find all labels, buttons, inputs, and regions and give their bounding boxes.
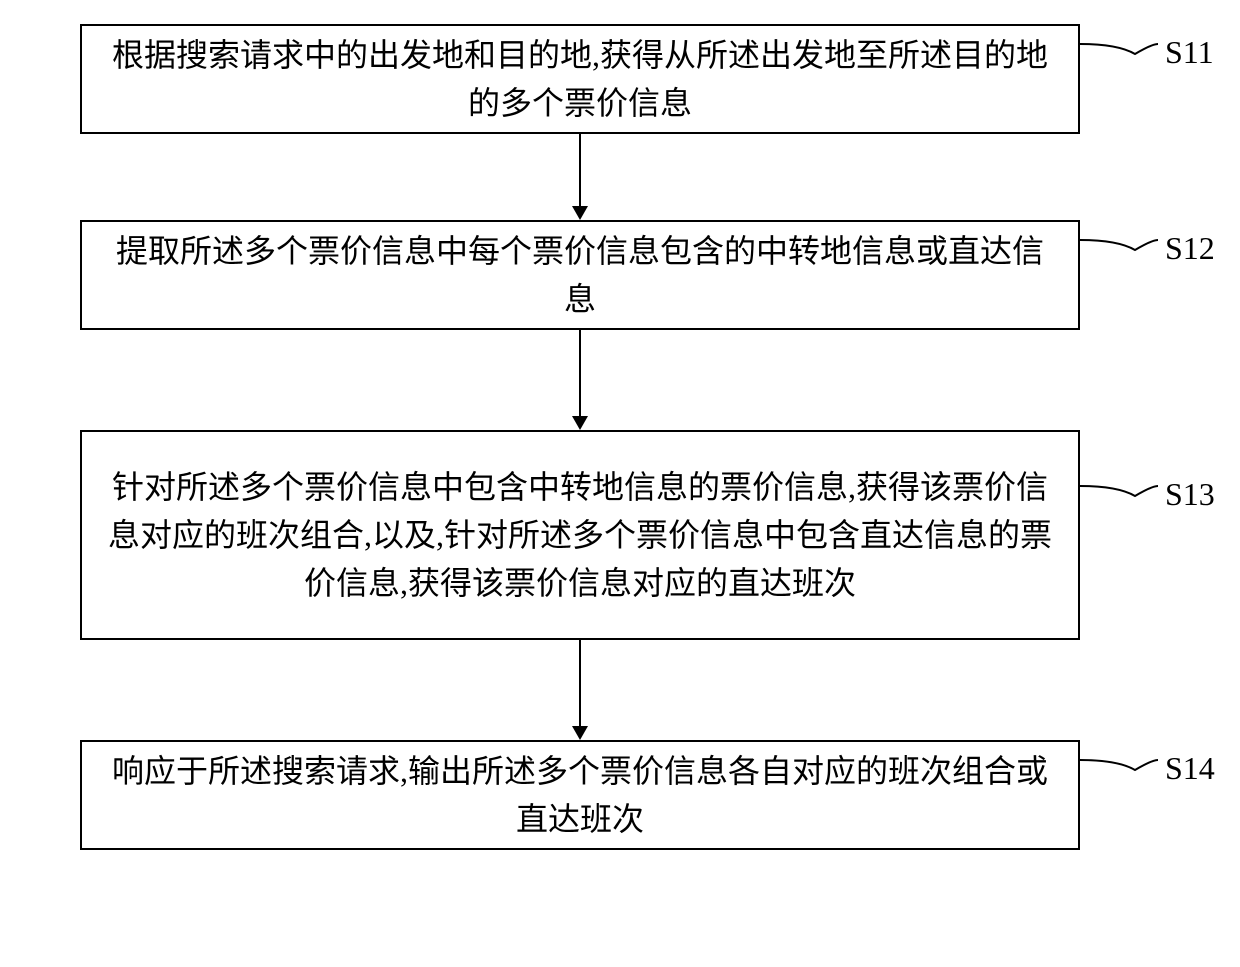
arrow-head-1 [572,206,588,220]
step-label-s14: S14 [1165,750,1215,787]
arrow-line-2 [579,330,581,416]
step-text-s13: 针对所述多个票价信息中包含中转地信息的票价信息,获得该票价信息对应的班次组合,以… [106,463,1054,607]
arrow-line-1 [579,134,581,206]
arrow-head-2 [572,416,588,430]
step-text-s11: 根据搜索请求中的出发地和目的地,获得从所述出发地至所述目的地的多个票价信息 [106,31,1054,127]
step-text-s12: 提取所述多个票价信息中每个票价信息包含的中转地信息或直达信息 [106,227,1054,323]
flowchart-container: 根据搜索请求中的出发地和目的地,获得从所述出发地至所述目的地的多个票价信息 S1… [0,0,1240,967]
step-text-s14: 响应于所述搜索请求,输出所述多个票价信息各自对应的班次组合或直达班次 [106,747,1054,843]
arrow-head-3 [572,726,588,740]
step-box-s12: 提取所述多个票价信息中每个票价信息包含的中转地信息或直达信息 [80,220,1080,330]
arrow-line-3 [579,640,581,726]
step-box-s14: 响应于所述搜索请求,输出所述多个票价信息各自对应的班次组合或直达班次 [80,740,1080,850]
step-label-s13: S13 [1165,476,1215,513]
step-label-s11: S11 [1165,34,1214,71]
step-label-s12: S12 [1165,230,1215,267]
step-box-s13: 针对所述多个票价信息中包含中转地信息的票价信息,获得该票价信息对应的班次组合,以… [80,430,1080,640]
step-box-s11: 根据搜索请求中的出发地和目的地,获得从所述出发地至所述目的地的多个票价信息 [80,24,1080,134]
